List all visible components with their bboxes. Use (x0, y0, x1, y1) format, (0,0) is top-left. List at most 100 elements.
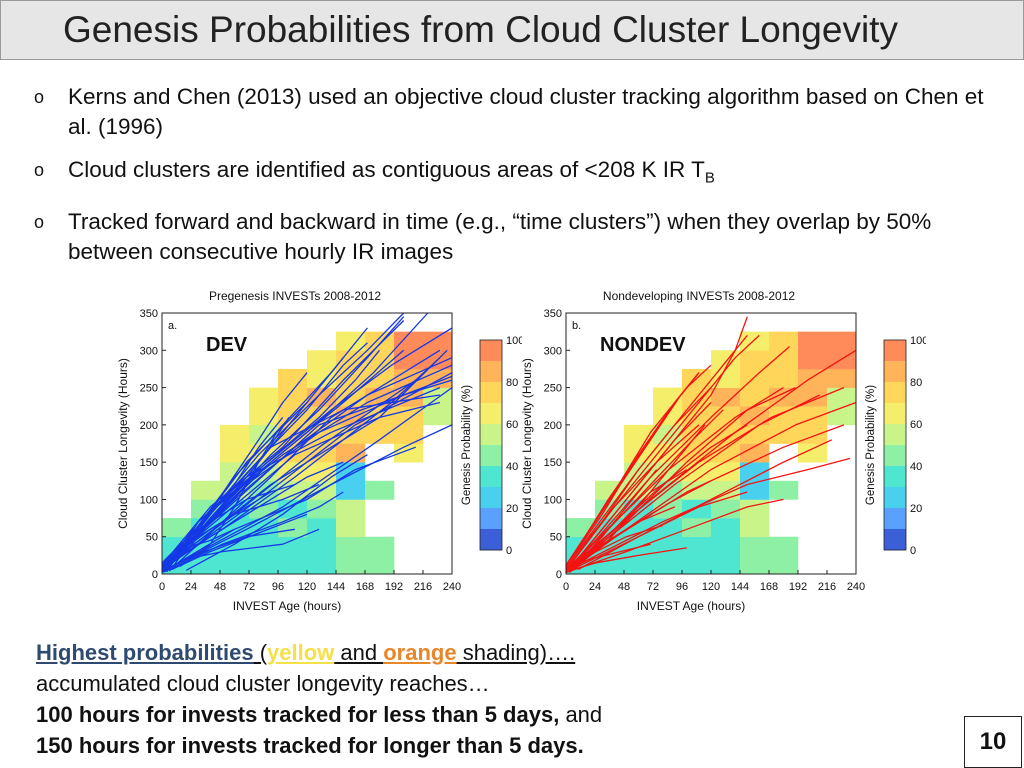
heatmap-cell (827, 368, 857, 388)
heatmap-cell (336, 518, 366, 538)
y-tick-label: 100 (140, 494, 158, 506)
colorbar-tick-label: 40 (910, 461, 922, 473)
bullet-list: o Kerns and Chen (2013) used an objectiv… (34, 82, 994, 280)
heatmap-cell (307, 350, 337, 370)
chart-title: Nondeveloping INVESTs 2008-2012 (603, 289, 795, 303)
heatmap-cell (769, 480, 799, 500)
bullet-item: o Cloud clusters are identified as conti… (34, 155, 994, 194)
heatmap-cell (711, 406, 741, 426)
heatmap-cell (336, 331, 366, 351)
cluster-track-line (565, 387, 784, 570)
x-tick-label: 144 (731, 581, 749, 593)
heatmap-cell (682, 406, 712, 426)
colorbar-swatch (480, 382, 502, 404)
page-number-box: 10 (964, 716, 1022, 768)
colorbar-frame (883, 339, 907, 551)
heatmap-cell (595, 480, 625, 500)
slide-title: Genesis Probabilities from Cloud Cluster… (63, 9, 898, 50)
y-tick-label: 0 (152, 569, 158, 581)
heatmap-cell (278, 499, 308, 519)
heatmap-cell (249, 387, 279, 407)
colorbar-swatch (480, 466, 502, 488)
panel-letter: a. (168, 320, 177, 332)
heatmap-cell (191, 480, 221, 500)
heatmap-cell (220, 555, 250, 575)
heatmap-cell (653, 536, 683, 556)
x-tick-label: 240 (847, 581, 865, 593)
summary-orange-word: orange (383, 640, 457, 665)
cluster-track-line (565, 498, 784, 574)
heatmap-cell (711, 368, 741, 388)
summary-and-word: and (334, 640, 384, 665)
y-tick-label: 300 (140, 345, 158, 357)
summary-lead: Highest probabilities (36, 640, 254, 665)
summary-shading-text: shading)…. (456, 640, 576, 665)
y-tick-label: 0 (556, 569, 562, 581)
heatmap-cell (798, 424, 828, 444)
heatmap-cell (394, 424, 424, 444)
x-tick-label: 24 (589, 581, 601, 593)
cluster-track-line (565, 457, 851, 572)
heatmap-cell (711, 387, 741, 407)
cluster-track-line (163, 312, 405, 569)
colorbar-tick-label: 40 (506, 461, 518, 473)
heatmap-cell (653, 555, 683, 575)
heatmap-cell (740, 406, 770, 426)
colorbar-swatch (884, 361, 906, 383)
y-tick-label: 200 (140, 420, 158, 432)
x-tick-label: 168 (760, 581, 778, 593)
cluster-track-line (577, 491, 748, 571)
panel-letter: b. (572, 320, 581, 332)
heatmap-cell (307, 499, 337, 519)
cluster-track-line (161, 349, 381, 572)
cluster-track-line (185, 454, 368, 571)
heatmap-cell (769, 406, 799, 426)
y-axis-label: Cloud Cluster Longevity (Hours) (116, 358, 130, 529)
colorbar-tick-label: 20 (910, 503, 922, 515)
heatmap-cell (711, 536, 741, 556)
x-tick-label: 120 (298, 581, 316, 593)
cluster-track-line (161, 387, 453, 573)
bullet-text: Tracked forward and backward in time (e.… (68, 208, 932, 264)
heatmap-cell (220, 443, 250, 463)
chart-nondev-svg: Nondeveloping INVESTs 2008-2012 b. NONDEV 0… (520, 289, 926, 613)
heatmap-cell (769, 331, 799, 351)
heatmap-cell (653, 387, 683, 407)
heatmap-cell (740, 518, 770, 538)
x-tick-label: 168 (356, 581, 374, 593)
colorbar-tick-label: 100 (506, 335, 522, 347)
heatmap-cell (365, 555, 395, 575)
cluster-track-line (161, 528, 295, 572)
heatmap-cell (827, 387, 857, 407)
heatmap-cell (278, 387, 308, 407)
heatmap-cell (365, 480, 395, 500)
heatmap-cell (682, 462, 712, 482)
heatmap-cell (740, 480, 770, 500)
cluster-track-line (168, 349, 441, 572)
bullet-text: Kerns and Chen (2013) used an objective … (68, 84, 984, 139)
heatmap-cell (278, 518, 308, 538)
heatmap-cell (798, 406, 828, 426)
x-tick-label: 0 (563, 581, 569, 593)
cluster-track-line (161, 379, 453, 568)
heatmap-cell (249, 555, 279, 575)
y-tick-label: 50 (146, 532, 158, 544)
heatmap-cell (307, 518, 337, 538)
cluster-track-line (179, 431, 278, 568)
bullet-marker-icon: o (34, 211, 45, 232)
colorbar-swatch (480, 340, 502, 362)
heatmap-cell (769, 424, 799, 444)
heatmap-cell (740, 424, 770, 444)
summary-line-3: 100 hours for invests tracked for less t… (36, 699, 916, 730)
cluster-track-line (565, 334, 748, 568)
heatmap-cell (740, 387, 770, 407)
cluster-track-line (574, 469, 658, 567)
x-tick-label: 0 (159, 581, 165, 593)
y-tick-label: 300 (544, 345, 562, 357)
bullet-item: o Tracked forward and backward in time (… (34, 207, 994, 267)
cluster-track-line (570, 346, 790, 570)
colorbar-tick-label: 0 (506, 545, 512, 557)
chart-dev-svg: Pregenesis INVESTs 2008-2012 a. DEV 0 24 48 72… (116, 289, 522, 613)
heatmap-cell (394, 406, 424, 426)
y-tick-label: 250 (140, 383, 158, 395)
